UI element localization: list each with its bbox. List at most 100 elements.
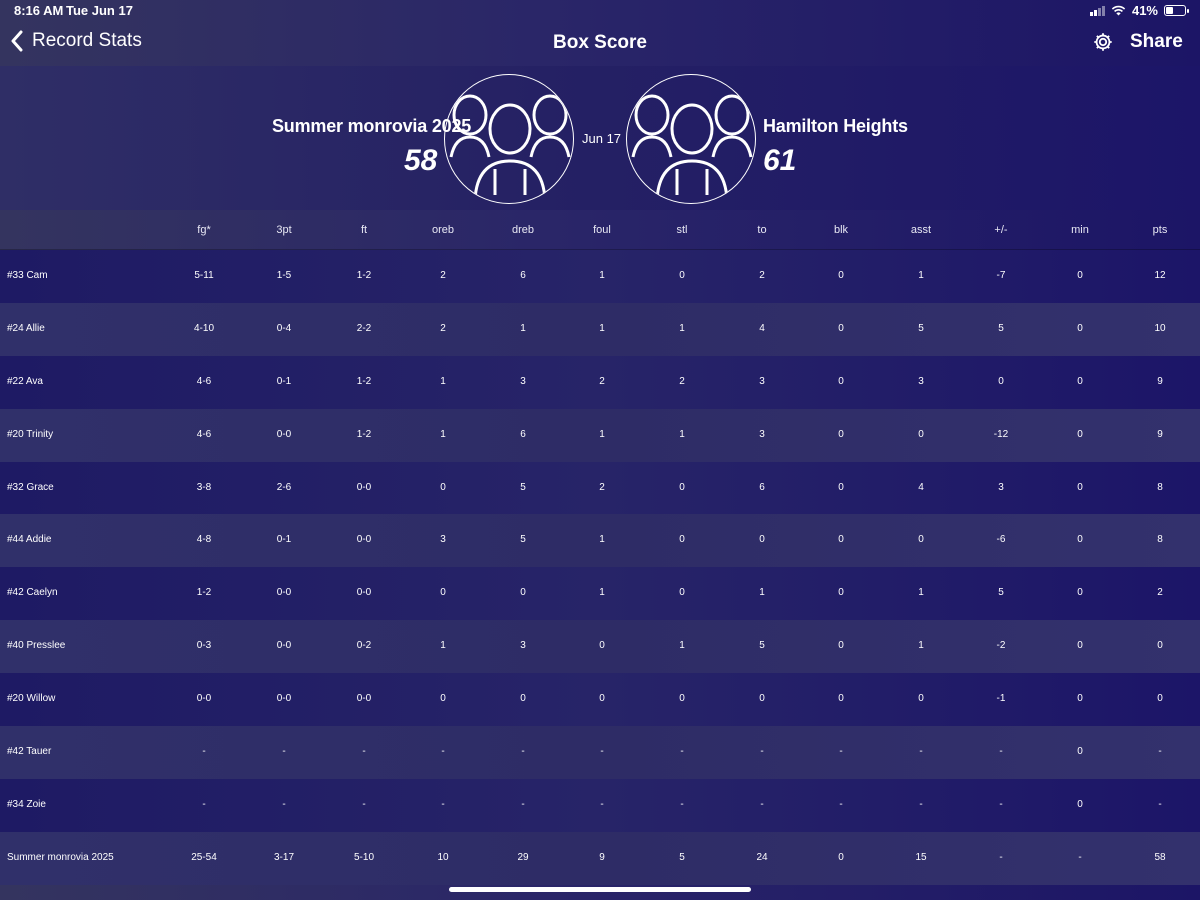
column-header[interactable]: oreb [431, 224, 455, 236]
stat-cell: 0 [599, 693, 605, 705]
table-row[interactable]: #24 Allie 4-10 0-4 2-2 2 1 1 1 4 0 5 5 0 10 [0, 302, 1200, 356]
stat-cell: 1 [440, 375, 446, 387]
column-header[interactable]: +/- [994, 224, 1008, 236]
column-header[interactable]: fg* [197, 224, 211, 236]
column-header[interactable]: 3pt [276, 224, 292, 236]
stat-cell: - [839, 798, 843, 810]
table-row[interactable]: #42 Caelyn 1-2 0-0 0-0 0 0 1 0 1 0 1 5 0 2 [0, 567, 1200, 621]
stat-cell: 5 [520, 481, 526, 493]
stat-cell: 0 [520, 587, 526, 599]
column-header[interactable]: asst [910, 224, 932, 236]
column-header[interactable]: ft [360, 224, 368, 236]
stat-cell: - [521, 746, 525, 758]
stat-cell: 10 [1154, 322, 1166, 334]
stat-cell: 5-11 [194, 270, 214, 281]
stat-cell: 0 [918, 428, 924, 440]
home-indicator[interactable] [449, 887, 751, 892]
stat-cell: - [760, 746, 764, 758]
stat-cell: 1-2 [356, 375, 372, 387]
column-header[interactable]: dreb [511, 224, 535, 236]
stat-cell: 4-8 [196, 534, 212, 546]
team-total-row[interactable]: Summer monrovia 2025 25-54 3-17 5-10 10 29 9 5 2… [0, 831, 1200, 885]
wifi-icon [1111, 5, 1126, 16]
game-date: Jun 17 [582, 131, 622, 146]
status-right: 41% [1089, 3, 1189, 18]
player-name: #22 Ava [7, 375, 43, 387]
table-row[interactable]: #40 Presslee 0-3 0-0 0-2 1 3 0 1 5 0 1 -2 0 0 [0, 620, 1200, 674]
column-header[interactable]: min [1071, 224, 1089, 236]
column-header[interactable]: blk [833, 224, 849, 236]
stat-cell: 1 [759, 587, 765, 599]
stat-cell: 1-5 [276, 270, 292, 281]
share-button[interactable]: Share [1130, 31, 1183, 52]
cellular-signal-icon [1089, 5, 1105, 16]
stat-cell: -7 [996, 270, 1006, 281]
stat-cell: - [919, 798, 923, 810]
stat-cell: 1 [679, 640, 685, 652]
stat-cell: 0 [918, 693, 924, 705]
status-date: Tue Jun 17 [66, 3, 133, 18]
stat-cell: 9 [1157, 375, 1163, 387]
stat-cell: 0 [679, 693, 685, 705]
stat-cell: -1 [996, 693, 1006, 705]
stat-cell: 0 [1077, 322, 1083, 334]
table-row[interactable]: #22 Ava 4-6 0-1 1-2 1 3 2 2 3 0 3 0 0 9 [0, 355, 1200, 409]
stat-cell: 1-2 [356, 428, 372, 440]
stat-cell: - [202, 798, 206, 810]
column-header[interactable]: foul [593, 224, 611, 236]
column-header[interactable]: to [757, 224, 767, 236]
table-row[interactable]: #33 Cam 5-11 1-5 1-2 2 6 1 0 2 0 1 -7 0 12 [0, 250, 1200, 303]
table-row[interactable]: #20 Willow 0-0 0-0 0-0 0 0 0 0 0 0 0 -1 0 0 [0, 673, 1200, 727]
table-row[interactable]: #42 Tauer - - - - - - - - - - - 0 - [0, 726, 1200, 779]
settings-button[interactable] [1092, 31, 1114, 58]
chevron-left-icon [11, 30, 23, 52]
stat-cell: 0-4 [276, 322, 292, 334]
back-button[interactable]: Record Stats [10, 30, 142, 52]
stat-cell: 4 [918, 481, 924, 493]
stat-cell: 0-2 [356, 640, 372, 652]
stat-cell: 0 [838, 428, 844, 440]
stat-cell: 5 [520, 534, 526, 546]
stat-cell: - [202, 746, 206, 758]
stat-cell: - [441, 798, 445, 810]
stat-cell: 15 [915, 851, 927, 863]
stat-cell: 0 [1157, 693, 1163, 705]
battery-icon [1164, 5, 1189, 16]
home-team-avatar[interactable] [444, 74, 574, 204]
stat-cell: 0-0 [276, 693, 292, 705]
stat-cell: - [1078, 851, 1082, 863]
stat-cell: 4-10 [193, 322, 214, 334]
table-row[interactable]: #44 Addie 4-8 0-1 0-0 3 5 1 0 0 0 0 -6 0 8 [0, 514, 1200, 568]
stat-cell: 0-0 [356, 587, 372, 599]
stat-cell: 2 [440, 322, 446, 334]
table-row[interactable]: #32 Grace 3-8 2-6 0-0 0 5 2 0 6 0 4 3 0 8 [0, 461, 1200, 515]
away-team-avatar[interactable] [626, 74, 756, 204]
stat-cell: - [999, 746, 1003, 758]
stat-cell: 0 [599, 640, 605, 652]
stat-cell: 0 [1077, 375, 1083, 387]
stat-cell: 3 [998, 481, 1004, 493]
stat-cell: 25-54 [191, 851, 217, 863]
stat-cell: - [362, 746, 366, 758]
stat-cell: - [600, 798, 604, 810]
column-header[interactable]: stl [676, 224, 688, 236]
column-header[interactable]: pts [1152, 224, 1168, 236]
stat-cell: - [680, 798, 684, 810]
stat-cell: 0 [1077, 798, 1083, 810]
stat-cell: 0 [679, 534, 685, 546]
table-row[interactable]: #20 Trinity 4-6 0-0 1-2 1 6 1 1 3 0 0 -12 0 9 [0, 408, 1200, 462]
stat-cell: 2 [679, 375, 685, 387]
player-name: #33 Cam [7, 270, 48, 281]
table-header: fg* 3pt ft oreb dreb foul stl to blk asst +/- min pt… [0, 210, 1200, 250]
stat-cell: 0 [838, 534, 844, 546]
stat-cell: 0 [1077, 587, 1083, 599]
stat-cell: 0-1 [276, 534, 292, 546]
stat-cell: 1 [440, 640, 446, 652]
player-name: Summer monrovia 2025 [7, 851, 114, 863]
table-row[interactable]: #34 Zoie - - - - - - - - - - - 0 - [0, 778, 1200, 832]
stat-cell: - [760, 798, 764, 810]
stat-cell: 1 [599, 587, 605, 599]
gear-icon [1094, 33, 1112, 51]
stat-cell: 0 [838, 587, 844, 599]
stat-cell: - [600, 746, 604, 758]
